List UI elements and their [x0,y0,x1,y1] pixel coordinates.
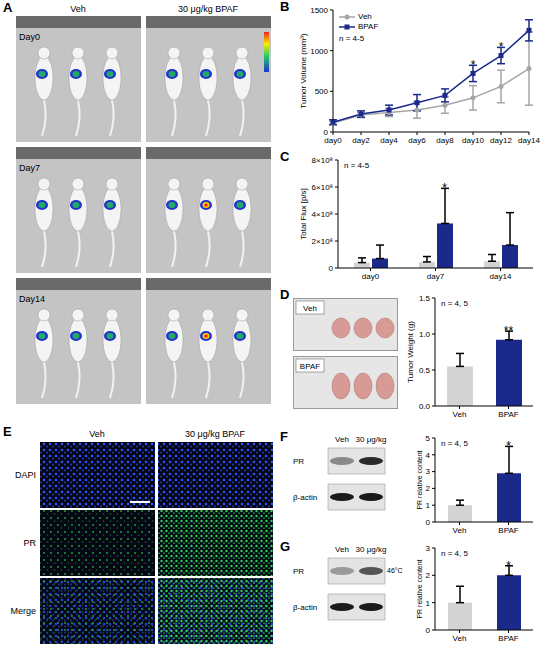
svg-text:30 μg/kg BPAF: 30 μg/kg BPAF [178,4,239,14]
svg-text:5: 5 [426,434,431,443]
html-text:n = 4-5: n = 4-5 [344,161,370,170]
svg-text:4: 4 [426,451,431,460]
svg-text:4×10⁸: 4×10⁸ [312,210,333,219]
svg-text:Day7: Day7 [19,163,40,173]
svg-text:β-actin: β-actin [293,603,317,612]
svg-text:day0: day0 [362,272,380,281]
svg-text:8×10⁸: 8×10⁸ [312,156,333,165]
svg-text:Veh: Veh [335,545,349,554]
svg-text:β-actin: β-actin [293,493,317,502]
svg-text:BPAF: BPAF [498,526,518,535]
svg-text:1500: 1500 [310,6,328,15]
svg-text:Total Flux [p/s]: Total Flux [p/s] [299,188,308,240]
html-text:B: B [280,0,290,14]
svg-text:**: ** [504,324,514,338]
svg-text:0: 0 [426,626,431,635]
html-text:BPAF: BPAF [358,22,379,31]
svg-text:day14: day14 [490,272,512,281]
svg-text:*: * [442,181,447,195]
html-text:n = 4, 5: n = 4, 5 [441,439,468,448]
svg-text:46°C: 46°C [387,567,403,574]
svg-text:Veh: Veh [453,634,467,643]
svg-text:*: * [506,559,511,573]
html-text:n = 4, 5: n = 4, 5 [441,549,468,558]
svg-text:Merge: Merge [10,606,36,616]
svg-text:Day14: Day14 [19,294,45,304]
svg-text:0: 0 [324,128,329,137]
svg-text:A: A [3,0,13,15]
svg-text:Day0: Day0 [19,32,40,42]
svg-text:1000: 1000 [310,47,328,56]
svg-text:2: 2 [426,484,431,493]
svg-text:Veh: Veh [303,304,317,313]
svg-text:day6: day6 [408,136,426,145]
svg-text:1: 1 [426,599,431,608]
svg-text:1.5: 1.5 [419,294,431,303]
svg-text:PR: PR [293,567,304,576]
svg-text:Tumor Weight (g): Tumor Weight (g) [406,321,415,383]
svg-text:day14: day14 [518,136,540,145]
svg-text:2×10⁸: 2×10⁸ [312,237,333,246]
svg-text:PR: PR [23,538,36,548]
svg-text:6×10⁸: 6×10⁸ [312,183,333,192]
html-text:Veh: Veh [358,12,372,21]
svg-text:BPAF: BPAF [498,410,518,419]
svg-text:0: 0 [329,264,334,273]
svg-text:500: 500 [315,87,329,96]
svg-text:PR relative content: PR relative content [416,450,423,509]
svg-text:day8: day8 [436,136,454,145]
svg-text:30 μg/kg BPAF: 30 μg/kg BPAF [185,429,246,439]
svg-text:*: * [506,439,511,453]
svg-text:1.0: 1.0 [419,330,431,339]
svg-text:0: 0 [426,518,431,527]
svg-text:E: E [3,424,12,439]
svg-text:PR: PR [293,457,304,466]
svg-text:day10: day10 [462,136,484,145]
svg-text:*: * [471,58,476,72]
svg-text:day7: day7 [427,272,445,281]
svg-text:day12: day12 [490,136,512,145]
svg-text:Veh: Veh [70,4,86,14]
html-text:n = 4, 5: n = 4, 5 [441,299,468,308]
svg-text:30 μg/kg: 30 μg/kg [356,435,387,444]
svg-text:30 μg/kg: 30 μg/kg [356,545,387,554]
svg-text:1: 1 [426,501,431,510]
html-text:G: G [280,539,291,554]
svg-text:3: 3 [426,544,431,553]
html-text:C: C [280,149,290,164]
svg-text:day0: day0 [324,136,342,145]
svg-text:day2: day2 [352,136,370,145]
svg-text:Veh: Veh [89,429,105,439]
svg-text:Veh: Veh [453,526,467,535]
html-text:F: F [280,429,288,444]
svg-text:PR relative content: PR relative content [416,559,423,618]
html-text:n = 4-5: n = 4-5 [339,34,365,43]
svg-text:2: 2 [426,571,431,580]
svg-text:3: 3 [426,467,431,476]
svg-text:0.0: 0.0 [419,402,431,411]
svg-text:BPAF: BPAF [498,634,518,643]
svg-text:0.5: 0.5 [419,366,431,375]
svg-text:Tumor Volume (mm³): Tumor Volume (mm³) [299,33,308,109]
svg-text:*: * [499,40,504,54]
svg-text:day4: day4 [380,136,398,145]
svg-text:BPAF: BPAF [300,362,320,371]
svg-text:Veh: Veh [453,410,467,419]
svg-text:DAPI: DAPI [15,470,36,480]
svg-text:Veh: Veh [335,435,349,444]
html-text:D: D [280,287,290,302]
